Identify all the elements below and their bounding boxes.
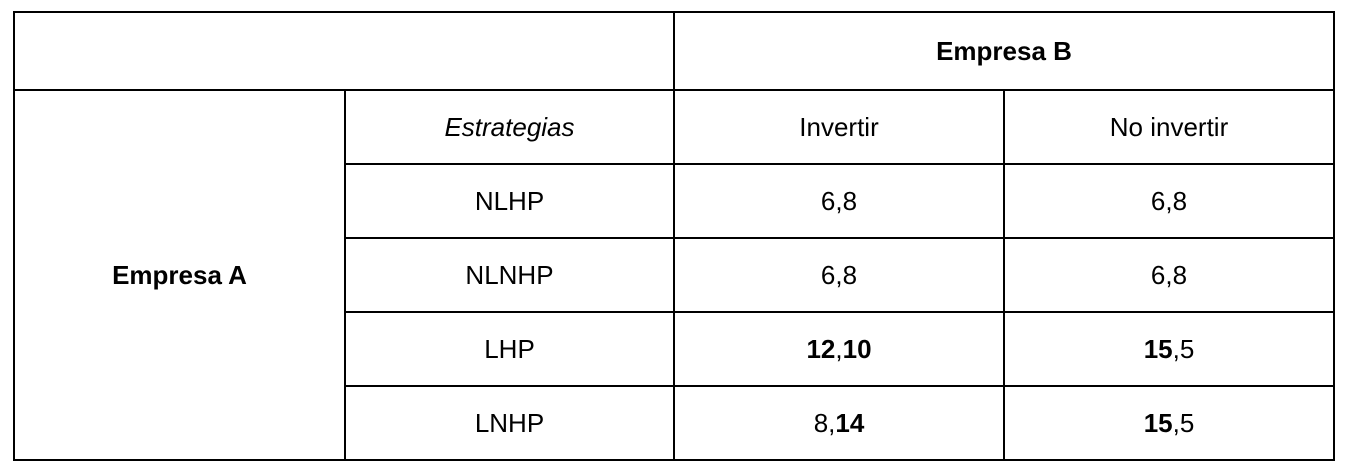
strategy-label: LNHP [344,385,675,461]
strategy-label: NLNHP [344,237,675,313]
payoff-matrix-table: Empresa B Empresa A Estrategias Invertir… [13,11,1335,461]
payoff-separator: , [1165,259,1173,290]
strategy-label: NLHP [344,163,675,239]
payoff-separator: , [835,185,843,216]
payoff-b: 8 [1172,259,1188,290]
column-header-invertir: Invertir [673,89,1005,165]
payoff-cell: 12,10 [673,311,1005,387]
payoff-a: 6 [1150,259,1166,290]
payoff-b: 8 [842,185,858,216]
table-row: LNHP 8,14 15,5 [14,385,1335,461]
payoff-a: 8 [813,407,829,438]
table-header-row: Empresa B [13,11,1335,91]
payoff-b: 8 [842,259,858,290]
payoff-separator: , [828,407,836,438]
strategy-header-row: Empresa A Estrategias Invertir No invert… [13,89,1335,461]
strategy-label: LHP [344,311,675,387]
payoff-separator: , [1172,333,1180,364]
payoff-cell: 8,14 [673,385,1005,461]
player-a-header: Empresa A [13,89,346,461]
payoff-b: 14 [835,407,865,438]
payoff-a: 15 [1143,333,1173,364]
payoff-b: 8 [1172,185,1188,216]
payoff-b: 5 [1179,333,1195,364]
payoff-a: 6 [820,185,836,216]
player-b-header: Empresa B [673,11,1335,91]
empty-corner-cell [13,11,675,91]
payoff-b: 5 [1179,407,1195,438]
payoff-separator: , [1165,185,1173,216]
payoff-cell: 6,8 [673,237,1005,313]
payoff-separator: , [835,259,843,290]
payoff-cell: 15,5 [1003,311,1335,387]
payoff-a: 6 [820,259,836,290]
payoff-separator: , [835,333,843,364]
table-row: NLHP 6,8 6,8 [14,163,1335,239]
table-row: LHP 12,10 15,5 [14,311,1335,387]
payoff-cell: 6,8 [1003,163,1335,239]
column-header-no-invertir: No invertir [1003,89,1335,165]
payoff-separator: , [1172,407,1180,438]
payoff-a: 6 [1150,185,1166,216]
payoff-a: 15 [1143,407,1173,438]
payoff-a: 12 [806,333,836,364]
strategies-header: Estrategias [344,89,675,165]
payoff-cell: 6,8 [673,163,1005,239]
payoff-cell: 15,5 [1003,385,1335,461]
table-row: NLNHP 6,8 6,8 [14,237,1335,313]
payoff-b: 10 [842,333,872,364]
payoff-cell: 6,8 [1003,237,1335,313]
